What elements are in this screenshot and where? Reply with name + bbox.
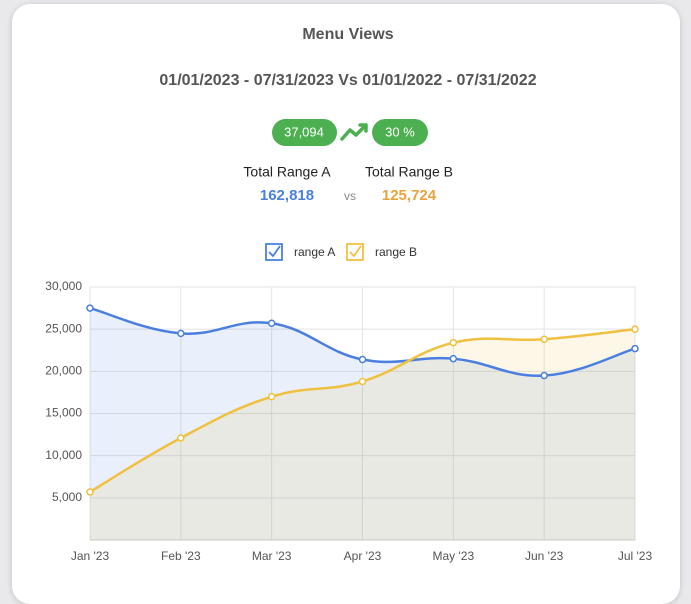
page: Menu Views 01/01/2023 - 07/31/2023 Vs 01… [12,4,680,604]
point [449,338,458,347]
point [358,377,367,386]
point [267,392,276,401]
legend-check[interactable] [268,245,281,258]
range-a-label: Total Range A [243,164,331,180]
range-b-label: Total Range B [365,164,453,180]
trend-icon [340,123,368,141]
range-b-total: 125,724 [382,187,437,204]
x-tick-label: Jan '23 [71,549,110,563]
x-tick-label: Feb '23 [161,549,201,563]
x-tick-label: Jul '23 [618,549,653,563]
area [90,329,635,540]
y-tick-label: 20,000 [45,364,82,378]
point [267,319,276,328]
y-tick-label: 15,000 [45,406,82,420]
point [177,329,185,338]
point [449,354,458,363]
title: Menu Views [302,26,393,43]
difference: 37,094 [284,124,324,139]
percent-pill [372,119,428,146]
point [86,488,94,496]
point [631,344,639,353]
x-tick-label: May '23 [433,549,475,563]
legend-label[interactable]: range A [294,245,335,259]
point [358,355,367,364]
point [86,304,94,312]
x-tick-label: Mar '23 [252,549,292,563]
y-tick-label: 10,000 [45,448,82,462]
point [631,325,639,333]
date-range: 01/01/2023 - 07/31/2023 Vs 01/01/2022 - … [159,72,536,89]
point [540,371,548,380]
range-a-total: 162,818 [260,187,314,204]
y-tick-label: 30,000 [45,279,82,293]
point [540,335,548,344]
y-tick-label: 25,000 [45,321,82,335]
percent: 30 % [385,124,415,139]
difference-pill [272,119,337,146]
vs: vs [344,189,356,203]
card [12,4,680,604]
legend-label[interactable]: range B [375,245,417,259]
point [177,434,185,442]
chart: Menu Views 01/01/2023 - 07/31/2023 Vs 01… [45,26,653,563]
x-tick-label: Apr '23 [344,549,382,563]
x-tick-label: Jun '23 [525,549,564,563]
area [90,308,635,540]
y-tick-label: 5,000 [52,490,82,504]
legend-check[interactable] [349,245,362,258]
